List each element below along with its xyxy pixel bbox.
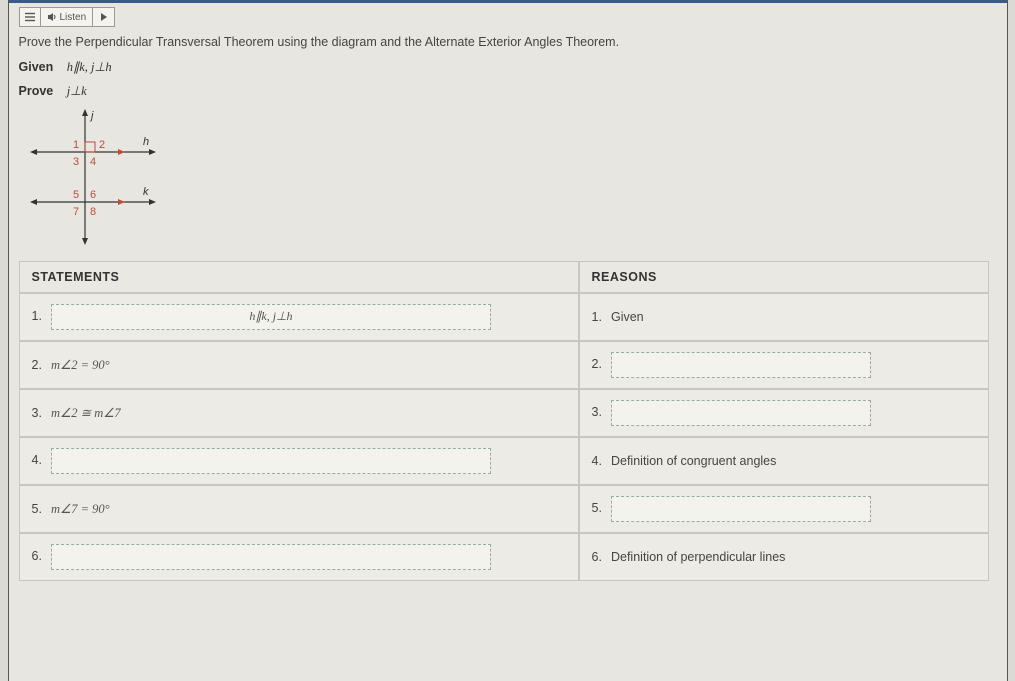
table-row: 2. m∠2 = 90° 2. bbox=[19, 341, 989, 389]
svg-text:2: 2 bbox=[99, 139, 105, 151]
listen-label: Listen bbox=[60, 12, 87, 23]
play-icon bbox=[100, 13, 108, 21]
label-j: j bbox=[89, 110, 94, 122]
reason-text: Definition of congruent angles bbox=[611, 454, 776, 468]
menu-button[interactable] bbox=[19, 7, 41, 27]
top-border bbox=[9, 0, 1007, 3]
row-num: 4. bbox=[32, 453, 48, 467]
row-num: 4. bbox=[592, 454, 608, 468]
reason-blank[interactable] bbox=[611, 352, 871, 378]
table-header-row: STATEMENTS REASONS bbox=[19, 261, 989, 293]
row-num: 1. bbox=[592, 310, 608, 324]
row-num: 1. bbox=[32, 309, 48, 323]
statement-text: m∠7 = 90° bbox=[51, 502, 110, 516]
listen-button[interactable]: Listen bbox=[41, 7, 94, 27]
svg-text:1: 1 bbox=[73, 139, 79, 151]
instruction-text: Prove the Perpendicular Transversal Theo… bbox=[19, 35, 997, 49]
row-num: 6. bbox=[32, 549, 48, 563]
table-row: 5. m∠7 = 90° 5. bbox=[19, 485, 989, 533]
table-row: 4. 4. Definition of congruent angles bbox=[19, 437, 989, 485]
statement-blank[interactable] bbox=[51, 448, 491, 474]
statements-header: STATEMENTS bbox=[19, 261, 579, 293]
reason-text: Definition of perpendicular lines bbox=[611, 550, 785, 564]
row-num: 3. bbox=[32, 406, 48, 420]
given-text: h∥k, j⊥h bbox=[67, 60, 112, 74]
statement-blank[interactable] bbox=[51, 544, 491, 570]
table-row: 1. h∥k, j⊥h 1. Given bbox=[19, 293, 989, 341]
svg-text:4: 4 bbox=[90, 156, 96, 168]
prove-row: Prove j⊥k bbox=[19, 83, 997, 99]
given-label: Given bbox=[19, 60, 54, 74]
reasons-header: REASONS bbox=[579, 261, 989, 293]
speaker-icon bbox=[47, 12, 57, 22]
row-num: 6. bbox=[592, 550, 608, 564]
statement-blank[interactable]: h∥k, j⊥h bbox=[51, 304, 491, 330]
label-k: k bbox=[143, 186, 149, 198]
svg-text:3: 3 bbox=[73, 156, 79, 168]
reason-blank[interactable] bbox=[611, 496, 871, 522]
statement-text: m∠2 ≅ m∠7 bbox=[51, 406, 121, 420]
prove-text: j⊥k bbox=[67, 84, 87, 98]
table-row: 3. m∠2 ≅ m∠7 3. bbox=[19, 389, 989, 437]
hamburger-icon bbox=[24, 12, 36, 22]
reason-blank[interactable] bbox=[611, 400, 871, 426]
svg-text:5: 5 bbox=[73, 189, 79, 201]
label-h: h bbox=[143, 136, 149, 148]
proof-table: STATEMENTS REASONS 1. h∥k, j⊥h 1. Given … bbox=[19, 261, 989, 581]
statement-text: m∠2 = 90° bbox=[51, 358, 110, 372]
svg-text:7: 7 bbox=[73, 206, 79, 218]
diagram: j h k 1 2 3 4 5 6 7 8 bbox=[25, 107, 175, 247]
table-row: 6. 6. Definition of perpendicular lines bbox=[19, 533, 989, 581]
prove-label: Prove bbox=[19, 84, 54, 98]
page: Listen Prove the Perpendicular Transvers… bbox=[8, 0, 1008, 681]
svg-text:8: 8 bbox=[90, 206, 96, 218]
svg-text:6: 6 bbox=[90, 189, 96, 201]
play-button[interactable] bbox=[93, 7, 115, 27]
reason-text: Given bbox=[611, 310, 644, 324]
row-num: 5. bbox=[592, 501, 608, 515]
row-num: 5. bbox=[32, 502, 48, 516]
row-num: 3. bbox=[592, 405, 608, 419]
row-num: 2. bbox=[592, 357, 608, 371]
toolbar: Listen bbox=[19, 7, 997, 27]
row-num: 2. bbox=[32, 358, 48, 372]
given-row: Given h∥k, j⊥h bbox=[19, 59, 997, 75]
